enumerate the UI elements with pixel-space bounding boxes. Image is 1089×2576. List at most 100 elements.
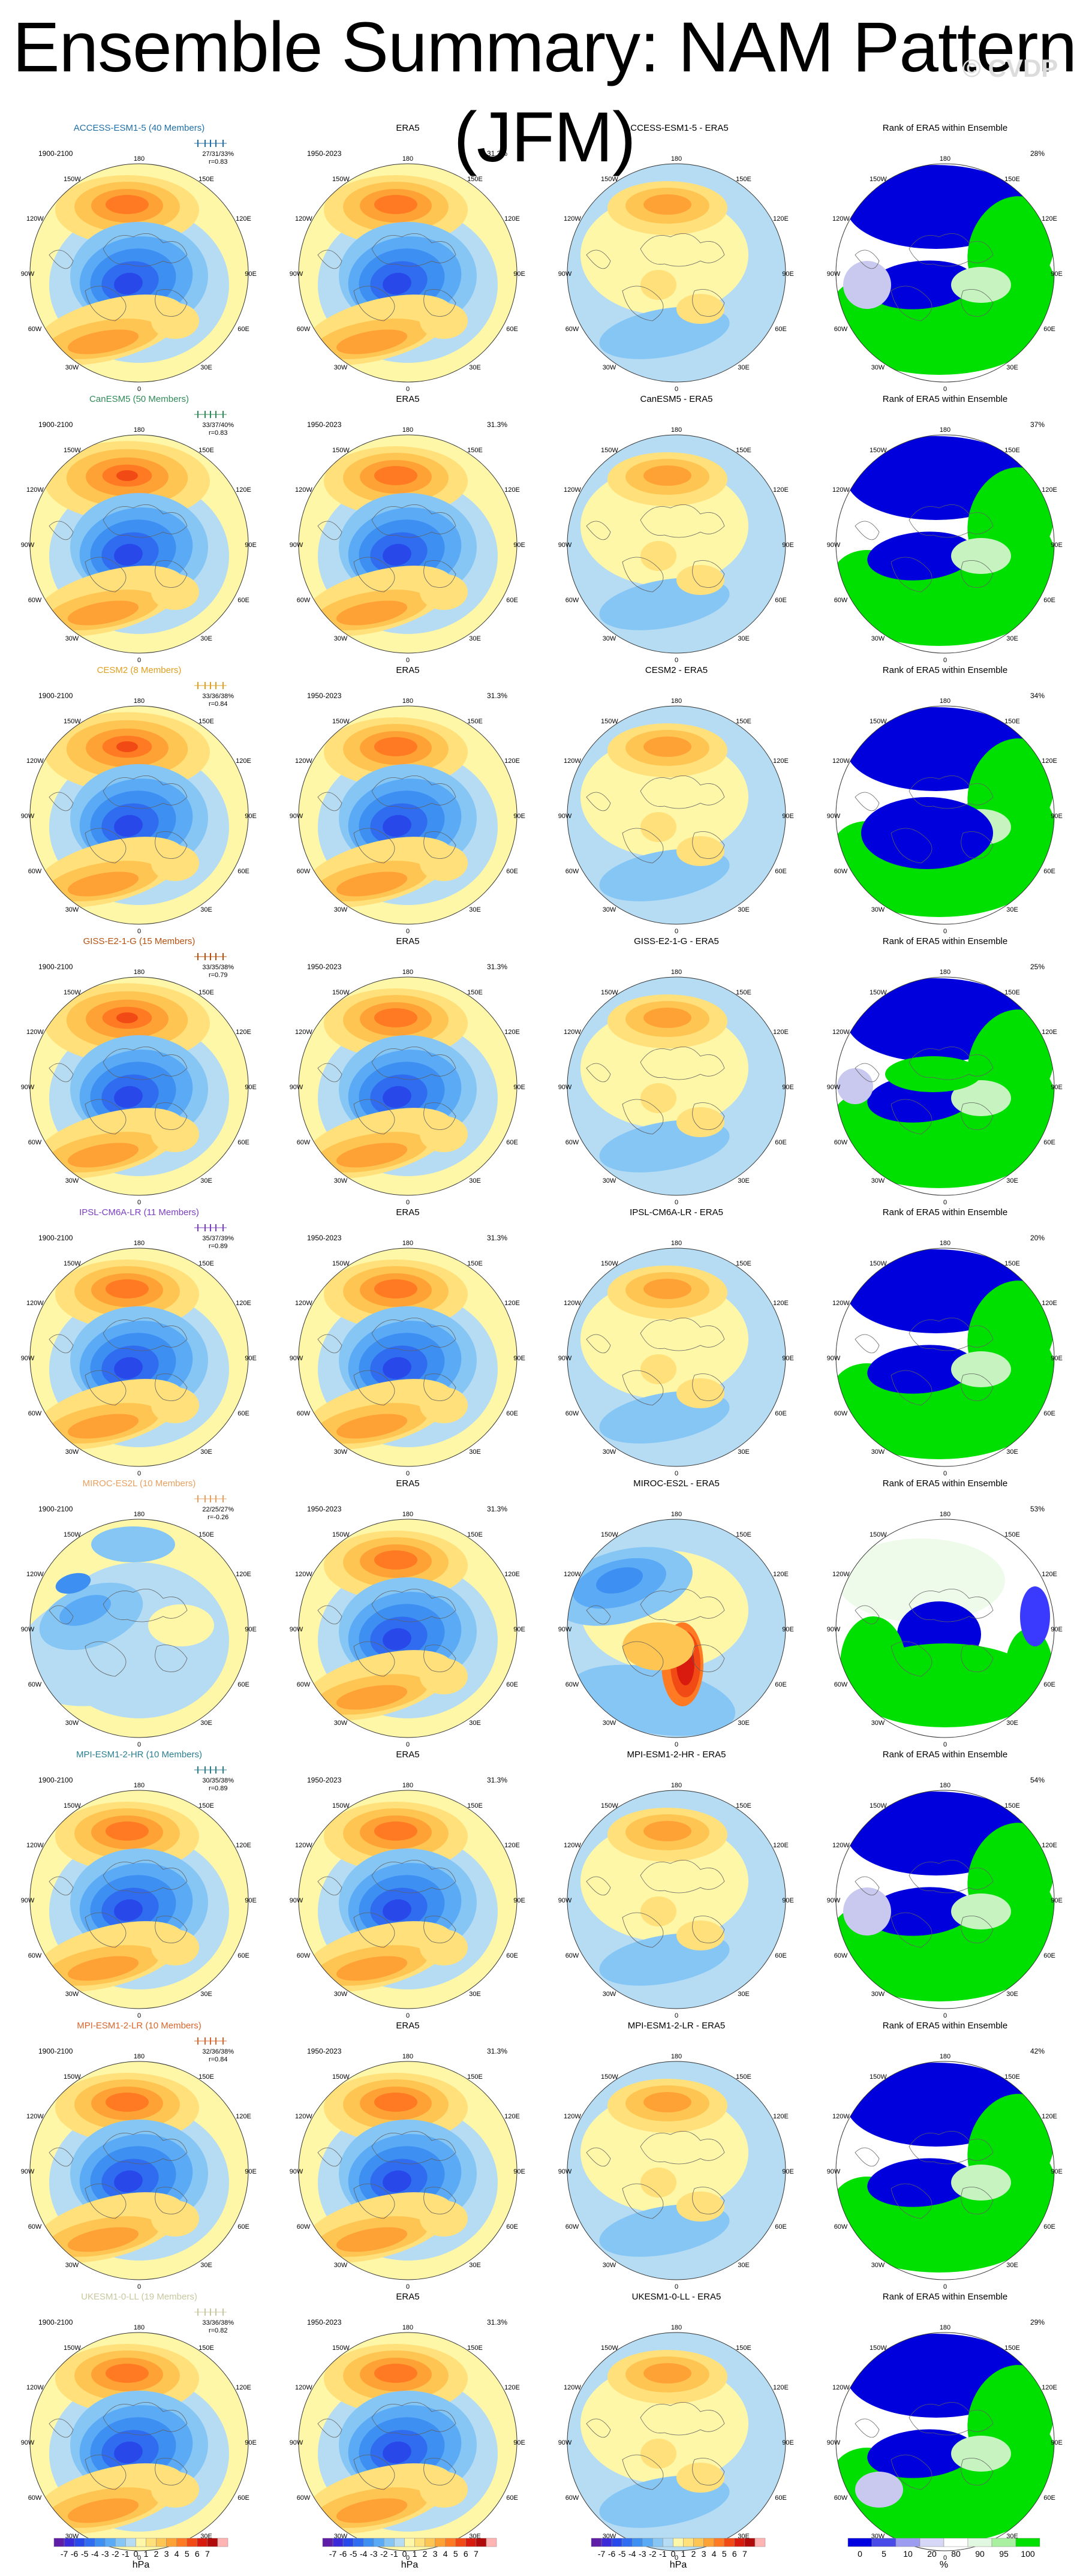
colorbar-tick: 4 (174, 2549, 179, 2559)
longitude-label: 150E (1004, 989, 1020, 996)
longitude-label: 30E (469, 1991, 481, 1998)
map-border (29, 976, 249, 1196)
rank-percent: 28% (1030, 149, 1045, 158)
longitude-label: 0 (943, 2283, 947, 2291)
colorbar-swatch (724, 2538, 735, 2547)
model-panel: 180 150W 150E 120W 120E 90W 90E 60W 60E 30W 30E 0 CE… (21, 665, 257, 935)
coastline (961, 1102, 994, 1130)
longitude-label: 180 (939, 1782, 951, 1789)
colorbar-tick: 5 (184, 2549, 189, 2559)
longitude-label: 120W (832, 1571, 850, 1578)
colorbar-tick: 3 (164, 2549, 169, 2559)
explained-variance: 35/37/39% (202, 1235, 234, 1242)
longitude-label: 90E (782, 2168, 794, 2175)
colorbar-tick: 10 (903, 2549, 913, 2559)
atlantic-high (151, 1387, 199, 1423)
polar-map (835, 2332, 1055, 2551)
coastline (692, 560, 725, 588)
explained-variance: 31.3% (486, 149, 507, 158)
longitude-label: 60W (565, 326, 579, 333)
longitude-label: 150E (198, 989, 214, 996)
coastline (586, 2418, 611, 2438)
obs-panel: 180 150W 150E 120W 120E 90W 90E 60W 60E 30W 30E 0 ER… (290, 2292, 525, 2562)
colorbar-swatch (156, 2538, 167, 2547)
longitude-label: 60W (296, 326, 311, 333)
longitude-label: 60W (296, 1952, 311, 1959)
longitude-label: 150E (1004, 2073, 1020, 2081)
longitude-label: 180 (402, 1782, 414, 1789)
coastline (692, 2187, 725, 2214)
colorbar-tick: 0 (670, 2549, 676, 2559)
longitude-label: 90W (20, 1626, 35, 1633)
longitude-label: 60W (28, 1952, 42, 1959)
coastline (908, 775, 994, 809)
longitude-label: 0 (405, 1741, 410, 1748)
longitude-label: 120W (564, 1029, 581, 1036)
arctic-low (114, 1357, 143, 1379)
longitude-label: 150E (467, 1260, 483, 1267)
rank-title: Rank of ERA5 within Ensemble (882, 1207, 1008, 1218)
period-label: 1900-2100 (38, 1776, 73, 1784)
polar-map (29, 2061, 249, 2280)
explained-variance: 31.3% (486, 1776, 507, 1784)
obs-title: ERA5 (396, 1207, 420, 1218)
longitude-label: 180 (670, 155, 682, 163)
model-stats: 33/37/40% r=0.83 (202, 422, 234, 437)
page-title: Ensemble Summary: NAM Pattern (JFM) (12, 8, 1077, 177)
longitude-label: 30W (65, 635, 79, 642)
coastline (49, 2418, 74, 2438)
colorbar-swatch (363, 2538, 374, 2547)
pacific-high (106, 2364, 149, 2383)
rank-region (867, 2158, 975, 2207)
coastline (317, 1334, 342, 1354)
colorbar-swatch (146, 2538, 157, 2547)
model-title: CanESM5 (50 Members) (89, 394, 189, 404)
longitude-label: 180 (670, 2053, 682, 2060)
longitude-label: 30E (469, 906, 481, 913)
longitude-label: 90W (558, 1626, 572, 1633)
longitude-label: 150W (332, 1802, 350, 1809)
coastline (103, 233, 188, 267)
polar-map (298, 434, 518, 654)
longitude-label: 30E (469, 2262, 481, 2269)
longitude-label: 60W (834, 1681, 848, 1688)
longitude-label: 0 (674, 1199, 679, 1206)
colorbar-swatches (53, 2538, 228, 2547)
explained-variance: 33/35/38% (202, 964, 234, 971)
longitude-label: 120E (236, 486, 251, 494)
longitude-label: 60E (775, 1139, 787, 1146)
rank-panel: 180 150W 150E 120W 120E 90W 90E 60W 60E 30W 30E 0 Ra… (827, 1207, 1063, 1477)
polar-map (567, 2332, 786, 2551)
longitude-label: 120W (295, 2113, 312, 2120)
coastline (423, 560, 456, 588)
longitude-label: 60W (565, 1952, 579, 1959)
coastline (622, 1099, 664, 1135)
model-title: UKESM1-0-LL (19 Members) (81, 2292, 197, 2302)
difference-anomaly (643, 465, 691, 486)
colorbar-tick: -3 (639, 2549, 646, 2559)
period-label: 1900-2100 (38, 963, 73, 971)
longitude-label: 120E (504, 1300, 520, 1307)
longitude-label: 120E (504, 1571, 520, 1578)
coastline (855, 1876, 880, 1896)
obs-panel: 180 150W 150E 120W 120E 90W 90E 60W 60E 30W 30E 0 ER… (290, 665, 525, 935)
coastline (640, 2401, 725, 2436)
longitude-label: 90W (20, 2168, 35, 2175)
arctic-low (383, 2170, 411, 2193)
arctic-low (383, 1086, 411, 1108)
longitude-label: 30W (65, 1448, 79, 1456)
colorbar-swatches (322, 2538, 497, 2547)
coastline (908, 233, 994, 267)
atlantic-high (336, 2498, 408, 2523)
model-panel: 180 150W 150E 120W 120E 90W 90E 60W 60E 30W 30E 0 MP… (21, 2021, 257, 2291)
longitude-label: 120E (773, 1300, 789, 1307)
longitude-label: 150W (332, 176, 350, 183)
colorbar-tick: 1 (681, 2549, 686, 2559)
colorbar-swatch (943, 2538, 968, 2547)
longitude-label: 30W (333, 1448, 348, 1456)
longitude-label: 150E (467, 989, 483, 996)
longitude-label: 120E (504, 486, 520, 494)
coastline (317, 1876, 342, 1896)
longitude-label: 120W (832, 215, 850, 223)
coastline (622, 1641, 664, 1677)
